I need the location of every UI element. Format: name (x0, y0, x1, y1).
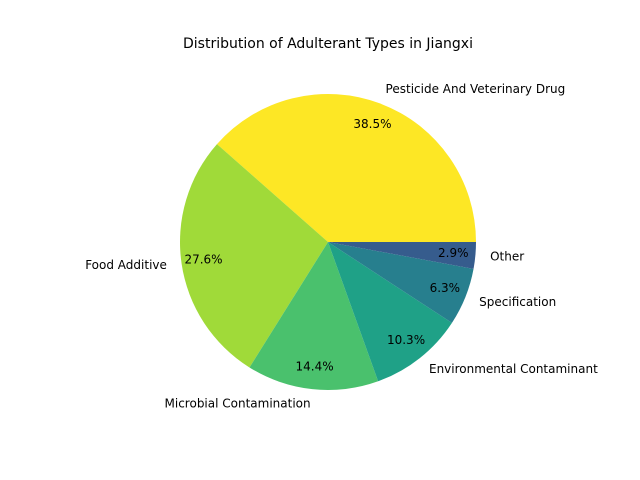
pie-slice-other (328, 242, 476, 269)
slice-percent-other: 2.9% (438, 246, 469, 260)
pie-labels: Pesticide And Veterinary Drug 38.5% Food A… (85, 82, 598, 410)
slice-label-microbial-contamination: Microbial Contamination (165, 396, 311, 410)
pie-slices (179, 94, 477, 391)
pie-slice-environmental-contaminant (328, 242, 452, 382)
pie-slice-microbial-contamination (249, 242, 379, 391)
slice-label-environmental-contaminant: Environmental Contaminant (429, 362, 598, 376)
slice-percent-environmental-contaminant: 10.3% (387, 333, 425, 347)
pie-slice-pesticide-and-veterinary-drug (216, 94, 477, 242)
slice-percent-specification: 6.3% (430, 281, 461, 295)
slice-label-pesticide-and-veterinary-drug: Pesticide And Veterinary Drug (386, 82, 566, 96)
slice-percent-microbial-contamination: 14.4% (296, 360, 334, 374)
slice-label-specification: Specification (479, 295, 556, 309)
chart-title: Distribution of Adulterant Types in Jian… (183, 36, 473, 52)
slice-label-other: Other (490, 249, 524, 263)
slice-percent-pesticide-and-veterinary-drug: 38.5% (353, 117, 391, 131)
pie-slice-food-additive (179, 144, 328, 368)
slice-label-food-additive: Food Additive (85, 258, 167, 272)
pie-slice-specification (328, 242, 474, 323)
slice-percent-food-additive: 27.6% (184, 253, 222, 267)
